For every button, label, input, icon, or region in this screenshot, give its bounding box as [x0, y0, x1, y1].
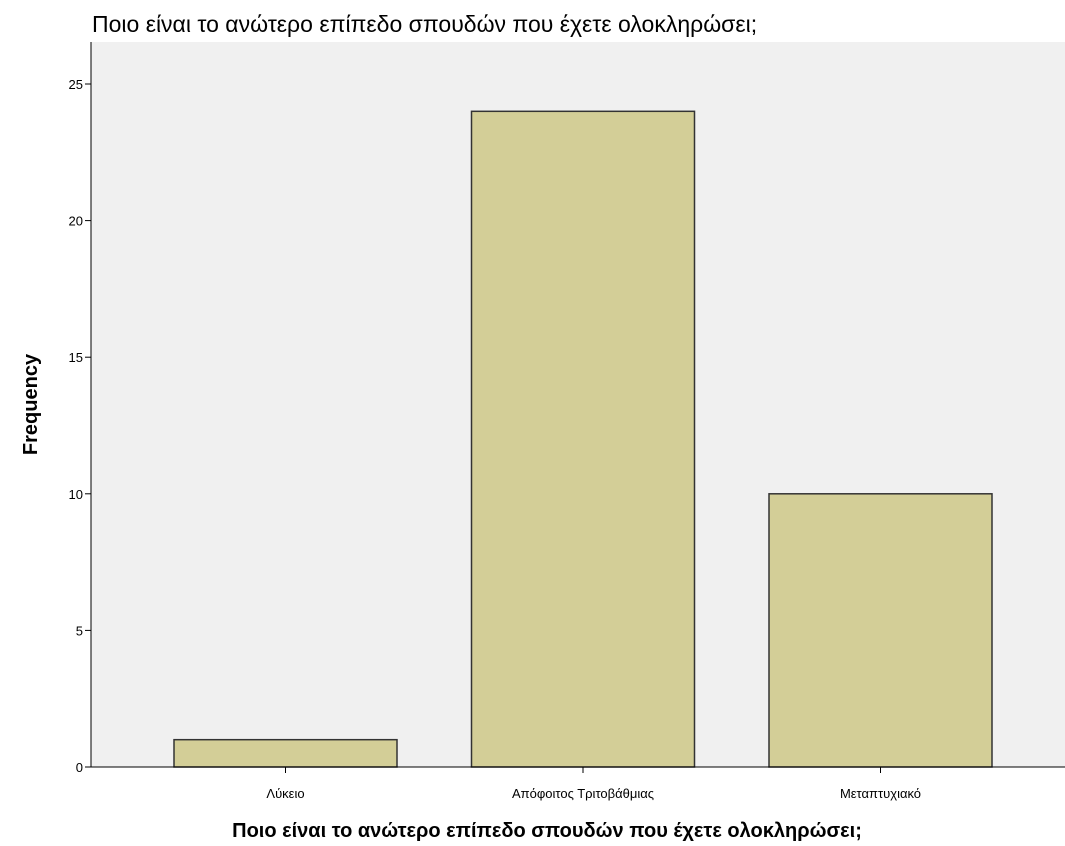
bar-1 [470, 110, 696, 768]
y-axis: 0 5 10 15 20 25 [69, 42, 92, 775]
y-tick-label-1: 5 [76, 623, 83, 638]
x-axis-title: Ποιο είναι το ανώτερο επίπεδο σπουδών πο… [232, 820, 862, 842]
y-axis-title: Frequency [20, 353, 42, 455]
x-tick-label-0: Λύκειο [266, 786, 304, 801]
y-tick-label-3: 15 [69, 350, 83, 365]
bars-group [173, 110, 993, 768]
y-tick-label-2: 10 [69, 487, 83, 502]
bar-2 [768, 493, 993, 768]
y-tick-label-4: 20 [69, 214, 83, 229]
chart-title: Ποιο είναι το ανώτερο επίπεδο σπουδών πο… [92, 11, 757, 37]
bar-0 [173, 738, 398, 768]
x-tick-label-1: Απόφοιτος Τριτοβάθμιας [512, 786, 654, 801]
y-tick-label-5: 25 [69, 77, 83, 92]
y-tick-label-0: 0 [76, 760, 83, 775]
x-axis: Λύκειο Απόφοιτος Τριτοβάθμιας Μεταπτυχιακό [91, 766, 1065, 801]
x-tick-label-2: Μεταπτυχιακό [840, 786, 921, 801]
